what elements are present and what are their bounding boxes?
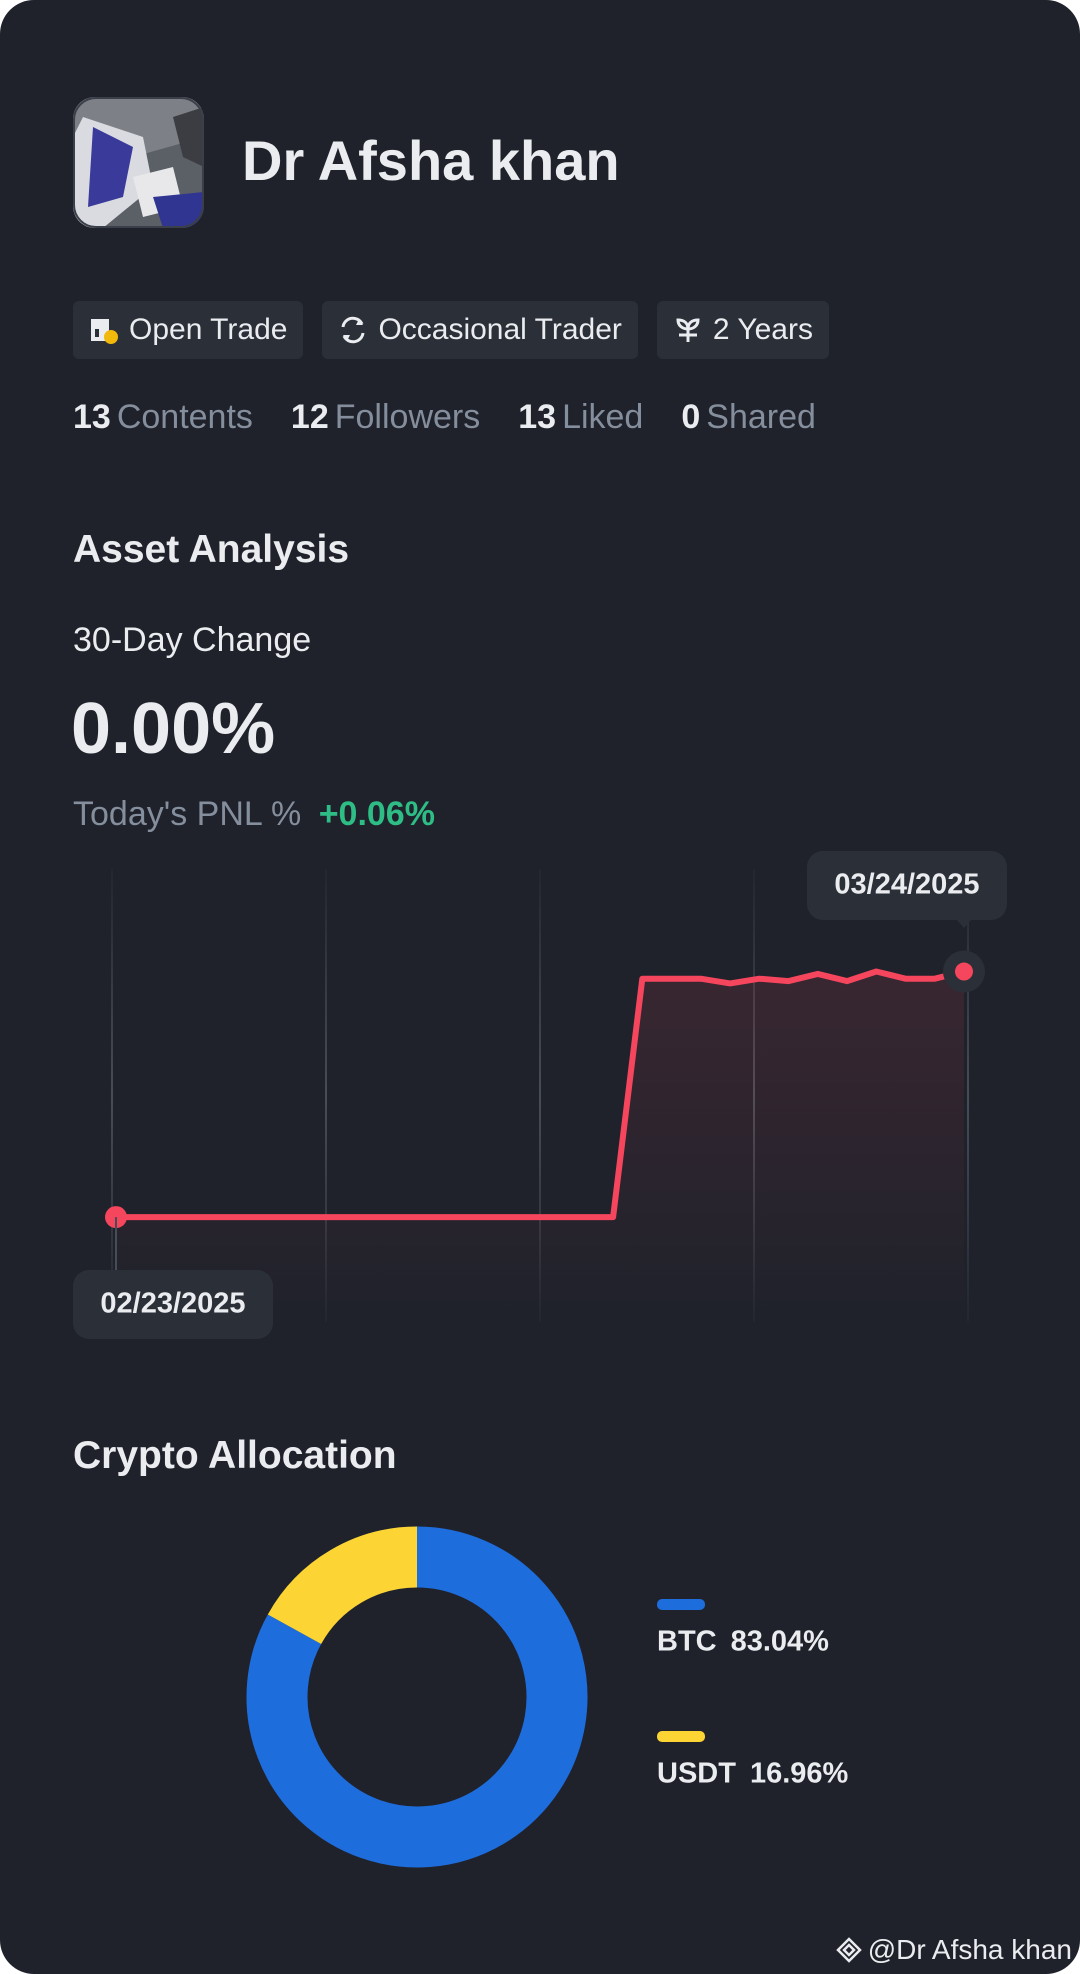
line <box>116 968 965 1221</box>
avatar <box>73 97 204 228</box>
section-title: Asset Analysis <box>73 528 350 571</box>
donut-slice <box>267 1526 418 1645</box>
legend-name: BTC <box>657 1626 717 1658</box>
tag: Occasional Trader <box>322 301 638 359</box>
tag-label: Occasional Trader <box>378 313 622 346</box>
line-area <box>116 971 964 1322</box>
stat-label: Contents <box>116 398 253 436</box>
stat: 12 Followers <box>291 398 480 437</box>
logo <box>835 1937 862 1963</box>
tag: 2 Years <box>656 301 829 359</box>
start-date: 02/23/2025 <box>100 1288 245 1320</box>
end-point <box>955 962 973 981</box>
tag-label: 2 Years <box>712 313 813 346</box>
stat-value: 13 <box>518 398 557 436</box>
stat-label: Shared <box>706 398 816 436</box>
stat: 13 Liked <box>518 398 643 437</box>
tag-icon <box>91 319 118 344</box>
legend-swatch <box>657 1599 705 1610</box>
tooltip-arrow <box>956 919 972 928</box>
donut-slice <box>246 1526 588 1868</box>
change-label: 30-Day Change <box>73 621 312 659</box>
grid-line <box>967 869 969 1322</box>
stats-row: 13 Contents 12 Followers 13 Liked 0 Shared <box>73 398 816 437</box>
stat: 0 Shared <box>681 398 816 437</box>
tag-icon <box>341 316 365 344</box>
user-name: Dr Afsha khan <box>242 129 620 192</box>
stat-label: Followers <box>334 398 481 436</box>
tag-row: Open Trade Occasional Trader 2 Years <box>73 301 829 359</box>
asset-chart: 02/23/2025 03/24/2025 <box>73 851 1007 1339</box>
legend-value: 16.96% <box>750 1758 849 1790</box>
tag-icon <box>676 318 700 342</box>
grid-line <box>539 869 541 1322</box>
legend-swatch <box>657 1731 705 1742</box>
end-date: 03/24/2025 <box>834 869 979 901</box>
tag-label: Open Trade <box>129 313 288 346</box>
legend-value: 83.04% <box>731 1626 830 1658</box>
change-value: 0.00% <box>71 689 276 769</box>
stat: 13 Contents <box>73 398 253 437</box>
tag: Open Trade <box>73 301 304 359</box>
pnl-value: +0.06% <box>318 795 435 833</box>
stat-value: 12 <box>290 398 329 436</box>
pnl-row: Today's PNL % +0.06% <box>73 795 435 834</box>
allocation-chart: BTC 83.04% USDT 16.96% <box>246 1526 849 1868</box>
stat-label: Liked <box>562 398 644 436</box>
stat-value: 13 <box>73 398 111 436</box>
pnl-label: Today's PNL % <box>73 795 302 833</box>
watermark-text: @Dr Afsha khan <box>867 1934 1072 1965</box>
watermark: @Dr Afsha khan <box>835 1934 1072 1966</box>
stat-value: 0 <box>681 398 701 436</box>
grid-line <box>325 869 327 1322</box>
legend-name: USDT <box>657 1758 736 1790</box>
grid-line <box>111 869 113 1322</box>
section-title: Crypto Allocation <box>73 1434 397 1477</box>
date-tooltip <box>807 851 1007 920</box>
date-tooltip <box>73 1270 273 1339</box>
